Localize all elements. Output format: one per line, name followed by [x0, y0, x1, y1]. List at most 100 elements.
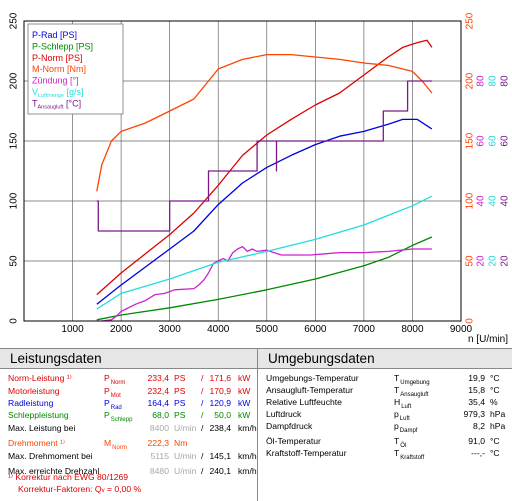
row-unit: hPa	[490, 421, 506, 431]
leistungsdaten-panel: Leistungsdaten Norm-Leistung ¹⁾ PNorm 233,…	[0, 349, 258, 501]
row-unit-1: PS	[174, 373, 186, 383]
row-symbol: PRad	[104, 398, 122, 411]
right-axis-torque-label: 150	[465, 132, 476, 149]
legend-entry: P-Schlepp [PS]	[32, 41, 93, 51]
right-axis-torque-label: 50	[465, 255, 476, 267]
row-value-1: 8400	[149, 423, 169, 433]
row-label: Max. erreichte Drehzahl	[8, 466, 100, 476]
row-unit-1: PS	[174, 386, 186, 396]
row-unit-2: kW	[238, 410, 251, 420]
leistung-row: Radleistung PRad 164,4 PS / 120,9 kW	[8, 397, 253, 411]
leistung-row: Norm-Leistung ¹⁾ PNorm 233,4 PS / 171,6 kW	[8, 372, 253, 386]
row-separator: /	[201, 451, 204, 461]
right-axis-label: 60	[488, 135, 499, 147]
right-axis-label: 60	[476, 135, 487, 147]
leistung-row: Schleppleistung PSchlepp 68,0 PS / 50,0 kW	[8, 409, 253, 423]
row-unit-2: kW	[238, 373, 251, 383]
row-symbol: TÖl	[394, 436, 407, 449]
row-separator: /	[201, 373, 204, 383]
row-unit-1: PS	[174, 410, 186, 420]
legend-entry: P-Norm [PS]	[32, 53, 83, 63]
row-symbol: HLuft	[394, 397, 412, 410]
x-tick-label: 3000	[159, 324, 182, 335]
umgebung-row: Öl-Temperatur TÖl 91,0 °C	[266, 435, 506, 449]
row-unit-2: km/h	[238, 451, 257, 461]
right-axis-label: 80	[500, 75, 511, 87]
row-unit: °C	[490, 385, 500, 395]
series-line	[96, 236, 433, 321]
row-label: Öl-Temperatur	[266, 436, 321, 446]
footnote-factors-label: Korrektur-Faktoren: Q	[18, 484, 102, 494]
right-axis-label: 80	[476, 75, 487, 87]
leistung-row: Max. erreichte Drehzahl 8480 U/min / 240,1 km…	[8, 465, 257, 477]
right-axis-label: 20	[488, 255, 499, 267]
row-label: Dampfdruck	[266, 421, 313, 431]
x-tick-label: 6000	[304, 324, 327, 335]
row-value: ---,-	[471, 448, 485, 458]
row-value-2: 50,0	[214, 410, 231, 420]
right-axis-label: 80	[488, 75, 499, 87]
row-label: Max. Leistung bei	[8, 423, 76, 433]
legend-box	[27, 23, 124, 115]
umgebung-row: Umgebungs-Temperatur TUmgebung 19,9 °C	[266, 372, 506, 386]
row-label: Umgebungs-Temperatur	[266, 373, 359, 383]
row-unit: °C	[490, 448, 500, 458]
x-tick-label: 4000	[207, 324, 230, 335]
y-tick-label: 250	[9, 12, 20, 29]
row-separator: /	[201, 410, 204, 420]
right-axis-label: 40	[476, 195, 487, 207]
row-unit-2: km/h	[238, 423, 257, 433]
row-label: Relative Luftfeuchte	[266, 397, 342, 407]
leistungsdaten-title: Leistungsdaten	[0, 349, 257, 369]
row-value-2: 170,9	[209, 386, 231, 396]
row-unit-1: U/min	[174, 451, 197, 461]
row-label: Luftdruck	[266, 409, 302, 419]
right-axis-label: 40	[500, 195, 511, 207]
row-unit: %	[490, 397, 498, 407]
right-axis-torque-label: 200	[465, 72, 476, 89]
row-unit: °C	[490, 436, 500, 446]
row-unit-2: kW	[238, 398, 251, 408]
right-axis-torque-label: 100	[465, 192, 476, 209]
umgebung-row: Luftdruck pLuft 979,3 hPa	[266, 408, 506, 422]
row-separator: /	[201, 423, 204, 433]
leistung-row: Max. Drehmoment bei 5115 U/min / 145,1 km/h	[8, 450, 257, 462]
umgebungsdaten-panel: Umgebungsdaten Umgebungs-Temperatur TUmge…	[258, 349, 512, 501]
series-line	[96, 195, 433, 310]
y-tick-label: 150	[9, 132, 20, 149]
x-tick-label: 9000	[450, 324, 473, 335]
row-value-2: 240,1	[209, 466, 231, 476]
row-value: 8,2	[473, 421, 485, 431]
row-separator: /	[201, 398, 204, 408]
x-tick-label: 5000	[256, 324, 279, 335]
row-label: Drehmoment ¹⁾	[8, 438, 66, 448]
umgebung-row: Dampfdruck pDampf 8,2 hPa	[266, 420, 506, 434]
legend-entry: Zündung [°]	[32, 76, 79, 86]
row-value: 19,9	[468, 373, 485, 383]
leistung-row: Drehmoment ¹⁾ MNorm 222,3 Nm	[8, 437, 253, 451]
row-separator: /	[201, 466, 204, 476]
right-axis-label: 20	[500, 255, 511, 267]
row-value-1: 5115	[150, 451, 169, 461]
y-tick-label: 50	[9, 255, 20, 267]
legend-entry: M-Norm [Nm]	[32, 64, 86, 74]
series-line	[96, 39, 433, 296]
footnote-factors-sub: v	[101, 488, 105, 494]
row-label: Ansaugluft-Temperatur	[266, 385, 353, 395]
legend-entry: P-Rad [PS]	[32, 30, 77, 40]
row-label: Max. Drehmoment bei	[8, 451, 93, 461]
row-unit-2: km/h	[238, 466, 257, 476]
umgebung-row: Kraftstoff-Temperatur TKraftstoff ---,- °C	[266, 447, 506, 461]
row-unit: °C	[490, 373, 500, 383]
row-unit-1: Nm	[174, 438, 188, 448]
row-unit: hPa	[490, 409, 506, 419]
row-label: Motorleistung	[8, 386, 60, 396]
series-line	[96, 118, 433, 305]
footnote-factors: Korrektur-Faktoren: Qv = 0,00 %	[18, 483, 141, 495]
row-value-2: 120,9	[209, 398, 231, 408]
umgebungsdaten-title: Umgebungsdaten	[258, 349, 512, 369]
leistung-row: Motorleistung PMot 232,4 PS / 170,9 kW	[8, 385, 253, 399]
row-value: 35,4	[468, 397, 485, 407]
